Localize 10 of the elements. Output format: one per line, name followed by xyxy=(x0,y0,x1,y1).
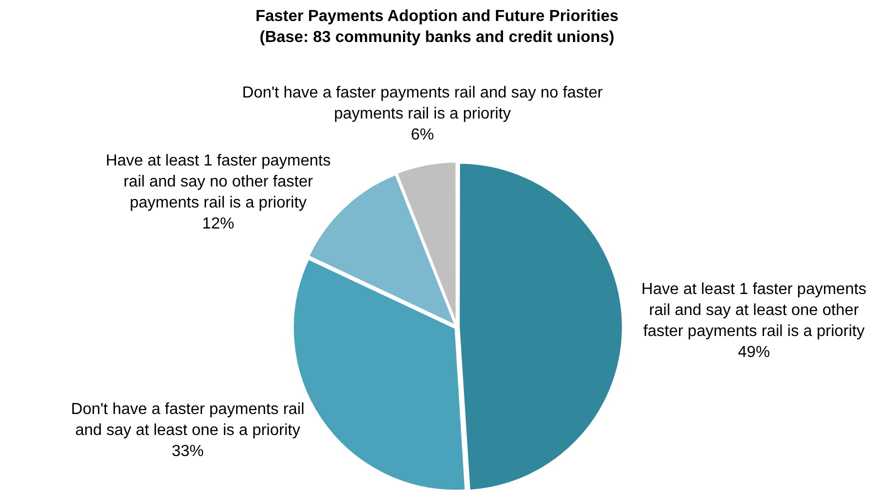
slice-label: Have at least 1 faster payments rail and say at least one other faster payments rail is a priority xyxy=(641,281,866,340)
data-label: 49% xyxy=(738,344,770,362)
slice-label: Don't have a faster payments rail and say at least one is a priority xyxy=(71,401,304,440)
data-label: 6% xyxy=(410,126,434,144)
chart-subtitle: (Base: 83 community banks and credit unions) xyxy=(258,28,616,48)
chart-title: Faster Payments Adoption and Future Priorities xyxy=(254,7,620,27)
slice-label: Don't have a faster payments rail and say no faster payments rail is a priority xyxy=(242,84,604,123)
data-label: 12% xyxy=(202,215,234,232)
slice-label: Have at least 1 faster payments rail and say no other faster payments rail is a priority xyxy=(106,152,331,212)
data-label: 33% xyxy=(172,443,204,460)
